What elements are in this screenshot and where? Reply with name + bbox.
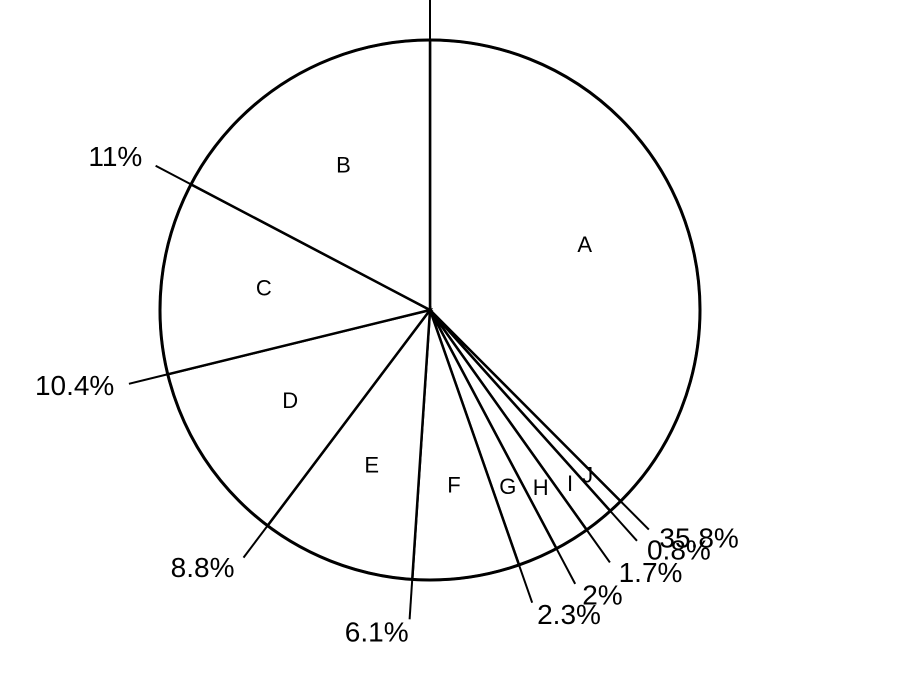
percent-label-f: 6.1%: [345, 617, 409, 648]
slice-letter-d: D: [282, 388, 298, 413]
leader-line-j: [610, 511, 637, 541]
percent-label-d: 10.4%: [35, 370, 114, 401]
leader-line-e: [244, 526, 268, 558]
percent-label-e: 8.8%: [171, 552, 235, 583]
slice-letter-h: H: [533, 475, 549, 500]
leader-line-f: [410, 579, 413, 619]
slice-letter-c: C: [256, 275, 272, 300]
slice-letter-a: A: [577, 232, 592, 257]
slice-letter-j: J: [582, 463, 593, 488]
leader-line-g: [519, 565, 532, 603]
pie-chart: 35.8%0.8%1.7%2%2.3%6.1%8.8%10.4%11%16.5%…: [0, 0, 915, 694]
leader-line-d: [129, 374, 168, 384]
percent-label-g: 2.3%: [537, 599, 601, 630]
slice-letter-i: I: [567, 471, 573, 496]
leader-line-c: [156, 166, 191, 185]
leader-line-i: [587, 530, 610, 563]
leader-line-h: [556, 549, 575, 584]
percent-label-c: 11%: [88, 141, 142, 172]
slice-letter-b: B: [336, 153, 351, 178]
pie-slices: [160, 40, 700, 580]
slice-letter-g: G: [499, 474, 516, 499]
slice-letter-e: E: [364, 453, 379, 478]
slice-letter-f: F: [447, 472, 460, 497]
percent-label-i: 1.7%: [619, 557, 683, 588]
leader-line-a: [621, 501, 649, 529]
